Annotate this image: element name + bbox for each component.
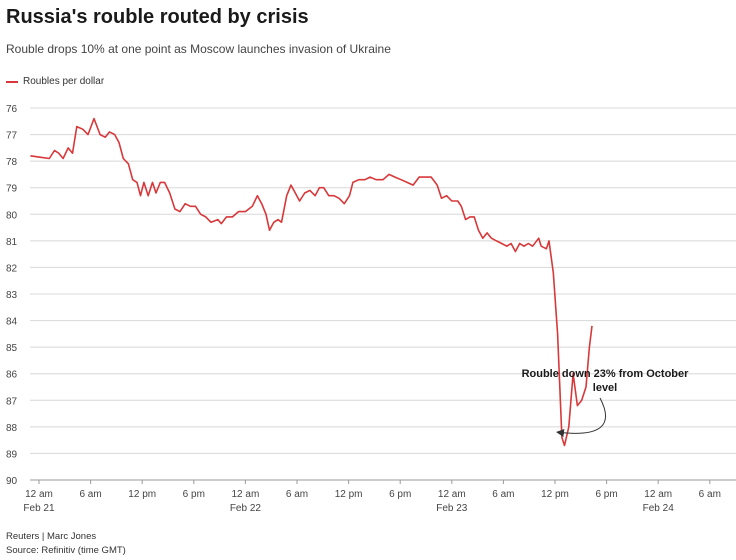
x-tick-label: 12 pm — [128, 489, 156, 500]
x-tick-date-label: Feb 21 — [23, 503, 55, 514]
y-tick-label: 81 — [6, 237, 18, 248]
x-tick-label: 12 am — [438, 489, 466, 500]
x-tick-label: 12 pm — [335, 489, 363, 500]
x-tick-label: 12 am — [25, 489, 53, 500]
series-line-roubles-per-dollar — [30, 117, 593, 447]
y-tick-label: 90 — [6, 476, 18, 487]
x-tick-label: 12 am — [232, 489, 260, 500]
x-tick-date-label: Feb 24 — [643, 503, 675, 514]
x-tick-label: 12 pm — [541, 489, 569, 500]
y-tick-label: 82 — [6, 263, 18, 274]
x-tick-label: 6 am — [492, 489, 514, 500]
y-tick-label: 87 — [6, 396, 18, 407]
y-tick-label: 79 — [6, 184, 18, 195]
annotation-text: Rouble down 23% from October — [522, 368, 690, 380]
legend-label: Roubles per dollar — [23, 76, 105, 87]
x-tick-date-label: Feb 22 — [230, 503, 262, 514]
y-tick-label: 85 — [6, 343, 18, 354]
chart-subtitle: Rouble drops 10% at one point as Moscow … — [6, 42, 391, 56]
y-tick-label: 76 — [6, 104, 18, 115]
legend-swatch — [6, 80, 18, 83]
x-tick-label: 12 am — [644, 489, 672, 500]
y-tick-label: 84 — [6, 317, 18, 328]
chart-title: Russia's rouble routed by crisis — [6, 6, 309, 28]
x-tick-label: 6 am — [286, 489, 308, 500]
footer-credit: Reuters | Marc Jones — [6, 531, 97, 542]
annotation-arrow — [556, 397, 606, 437]
y-tick-label: 86 — [6, 370, 18, 381]
y-tick-label: 80 — [6, 210, 18, 221]
x-tick-label: 6 am — [699, 489, 721, 500]
x-tick-label: 6 am — [79, 489, 101, 500]
y-tick-label: 88 — [6, 423, 18, 434]
legend: Roubles per dollar — [6, 76, 104, 87]
x-tick-label: 6 pm — [183, 489, 205, 500]
y-tick-label: 83 — [6, 290, 18, 301]
x-tick-label: 6 pm — [595, 489, 617, 500]
y-tick-label: 89 — [6, 449, 18, 460]
x-tick-date-label: Feb 23 — [436, 503, 468, 514]
y-tick-label: 77 — [6, 131, 18, 142]
footer-source: Source: Refinitiv (time GMT) — [6, 545, 126, 556]
y-tick-label: 78 — [6, 157, 18, 168]
annotation-text: level — [593, 382, 617, 394]
x-tick-label: 6 pm — [389, 489, 411, 500]
